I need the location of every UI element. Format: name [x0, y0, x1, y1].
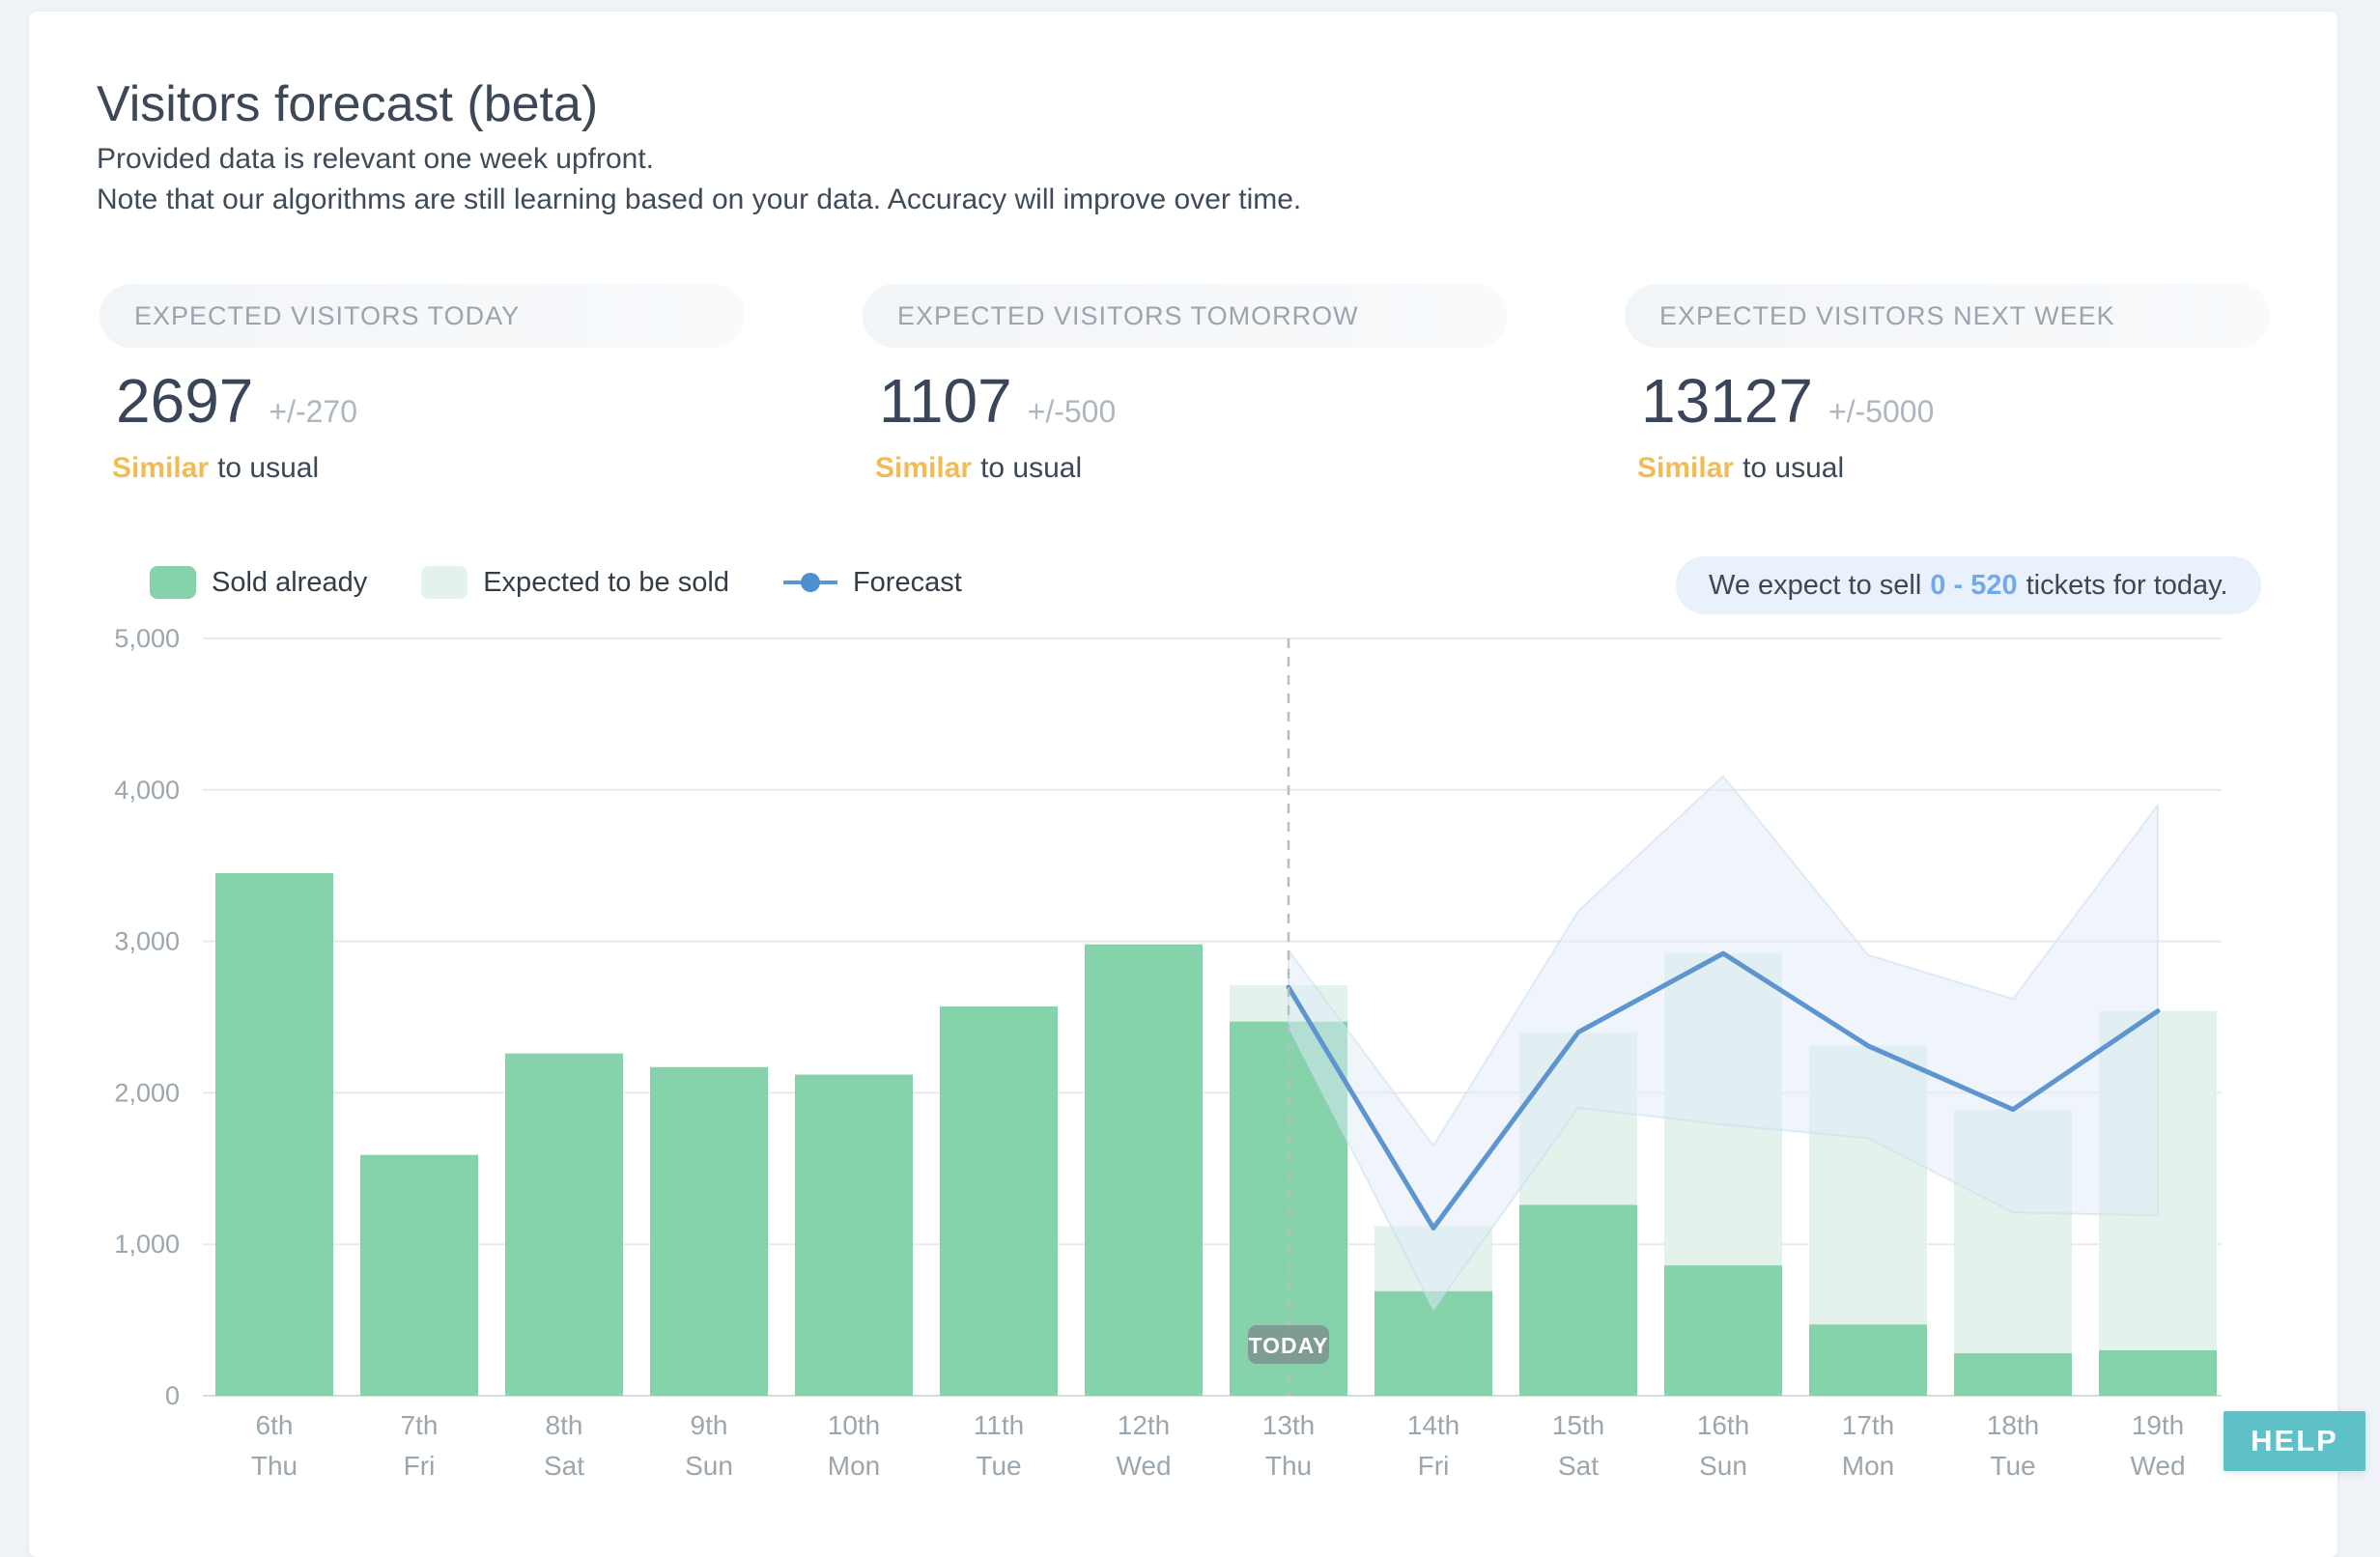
stat-qualifier-rest: to usual — [980, 452, 1083, 484]
sold-swatch-icon — [150, 566, 196, 599]
expected-swatch-icon — [421, 566, 468, 599]
y-tick-label: 1,000 — [114, 1230, 180, 1259]
x-tick-day: Sat — [1558, 1451, 1599, 1481]
x-tick-date: 7th — [401, 1410, 439, 1440]
legend-item-expected[interactable]: Expected to be sold — [421, 566, 729, 599]
x-tick-day: Sat — [544, 1451, 584, 1481]
expected-sales-note: We expect to sell 0 - 520 tickets for to… — [1676, 556, 2261, 614]
stat-label: EXPECTED VISITORS TOMORROW — [863, 284, 1508, 348]
confidence-band — [1288, 775, 2159, 1311]
today-badge — [1248, 1325, 1329, 1364]
y-tick-label: 2,000 — [114, 1078, 180, 1107]
help-button[interactable]: HELP — [2224, 1411, 2366, 1471]
note-prefix: We expect to sell — [1709, 569, 1922, 601]
bar-sold[interactable] — [2099, 1349, 2217, 1396]
y-tick-label: 4,000 — [114, 776, 180, 805]
y-tick-label: 0 — [165, 1381, 180, 1410]
x-tick-day: Mon — [828, 1451, 880, 1481]
bar-sold[interactable] — [1809, 1324, 1927, 1396]
legend-item-forecast[interactable]: Forecast — [782, 566, 962, 599]
stat-label: EXPECTED VISITORS TODAY — [99, 284, 745, 348]
stat-tolerance: +/-5000 — [1828, 394, 1935, 429]
x-tick-day: Tue — [1990, 1451, 2035, 1481]
forecast-chart-area: 0 1,000 2,000 3,000 4,000 5,000 TODAY 6th Thu 7th… — [0, 599, 2380, 1503]
x-tick-date: 6th — [256, 1410, 294, 1440]
x-tick-day: Sun — [1699, 1451, 1747, 1481]
x-tick-day: Thu — [251, 1451, 298, 1481]
x-tick-date: 11th — [974, 1410, 1024, 1440]
bar-sold[interactable] — [215, 873, 333, 1396]
chart-legend: Sold already Expected to be sold Forecas… — [150, 566, 962, 599]
stat-card-today: EXPECTED VISITORS TODAY 2697 +/-270 Simi… — [97, 284, 763, 485]
stat-qualifier-rest: to usual — [217, 452, 320, 484]
x-tick-date: 16th — [1697, 1410, 1750, 1440]
forecast-line[interactable] — [1286, 950, 2161, 1231]
bar-sold[interactable] — [795, 1074, 913, 1396]
today-badge-label: TODAY — [1249, 1333, 1329, 1358]
stat-tolerance: +/-500 — [1027, 394, 1117, 429]
stat-card-next-week: EXPECTED VISITORS NEXT WEEK 13127 +/-500… — [1622, 284, 2288, 485]
stat-qualifier: Similar — [112, 452, 210, 484]
x-tick-date: 9th — [691, 1410, 728, 1440]
x-tick-day: Tue — [976, 1451, 1021, 1481]
stat-value: 13127 — [1641, 366, 1813, 436]
forecast-line-icon — [782, 566, 837, 599]
legend-label-sold: Sold already — [212, 566, 368, 598]
x-tick-day: Sun — [685, 1451, 733, 1481]
note-range: 0 - 520 — [1930, 569, 2018, 601]
x-tick-date: 17th — [1842, 1410, 1895, 1440]
x-tick-day: Wed — [1116, 1451, 1171, 1481]
legend-label-expected: Expected to be sold — [483, 566, 729, 598]
y-tick-label: 5,000 — [114, 624, 180, 653]
x-tick-date: 18th — [1987, 1410, 2040, 1440]
bar-sold[interactable] — [1519, 1204, 1637, 1396]
stat-qualifier-rest: to usual — [1742, 452, 1845, 484]
legend-label-forecast: Forecast — [852, 566, 962, 598]
x-tick-date: 10th — [828, 1410, 881, 1440]
bar-sold[interactable] — [940, 1006, 1058, 1396]
page-subtitle-1: Provided data is relevant one week upfro… — [97, 143, 655, 175]
x-tick-date: 14th — [1407, 1410, 1460, 1440]
legend-item-sold[interactable]: Sold already — [150, 566, 367, 599]
page-title: Visitors forecast (beta) — [97, 76, 599, 132]
x-tick-day: Wed — [2130, 1451, 2185, 1481]
x-tick-day: Thu — [1265, 1451, 1312, 1481]
stat-value: 1107 — [879, 366, 1012, 436]
x-tick-day: Fri — [1418, 1451, 1450, 1481]
x-tick-date: 19th — [2132, 1410, 2185, 1440]
forecast-chart: 0 1,000 2,000 3,000 4,000 5,000 TODAY 6th Thu 7th… — [114, 624, 2222, 1481]
bar-sold[interactable] — [505, 1053, 623, 1396]
stat-tolerance: +/-270 — [269, 394, 357, 429]
stat-label: EXPECTED VISITORS NEXT WEEK — [1625, 284, 2270, 348]
stat-card-tomorrow: EXPECTED VISITORS TOMORROW 1107 +/-500 S… — [860, 284, 1526, 485]
x-tick-date: 8th — [546, 1410, 583, 1440]
bar-sold[interactable] — [360, 1154, 478, 1396]
stat-qualifier: Similar — [875, 452, 973, 484]
bar-sold[interactable] — [1954, 1353, 2072, 1396]
x-tick-date: 12th — [1118, 1410, 1171, 1440]
x-tick-day: Fri — [404, 1451, 436, 1481]
stat-value: 2697 — [116, 366, 254, 436]
x-tick-day: Mon — [1842, 1451, 1894, 1481]
stat-qualifier: Similar — [1637, 452, 1735, 484]
bar-sold[interactable] — [1085, 944, 1203, 1396]
page-subtitle-2: Note that our algorithms are still learn… — [97, 184, 1302, 215]
bar-sold[interactable] — [1664, 1265, 1782, 1396]
note-suffix: tickets for today. — [2026, 569, 2228, 601]
x-tick-date: 15th — [1552, 1410, 1605, 1440]
y-tick-label: 3,000 — [114, 927, 180, 956]
x-tick-date: 13th — [1262, 1410, 1316, 1440]
bar-sold[interactable] — [650, 1066, 768, 1396]
